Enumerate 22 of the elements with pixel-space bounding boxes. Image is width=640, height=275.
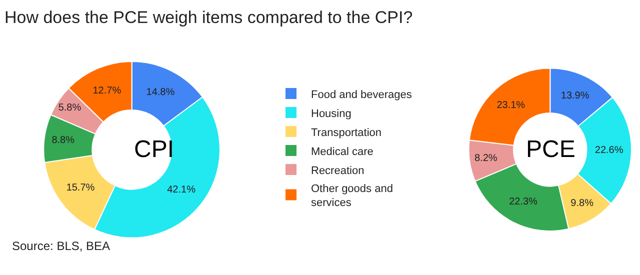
data-label: 8.8% [52,135,75,146]
legend-label: Other goods and services [311,182,393,210]
data-label: 9.8% [570,198,594,209]
data-label: 42.1% [167,184,196,196]
data-label: 8.2% [474,153,498,164]
data-label: 13.9% [560,90,590,102]
data-label: 5.8% [58,102,82,114]
legend-label: Transportation [311,126,382,139]
legend-label: Housing [311,108,352,120]
legend-label: Food and beverages [311,88,412,101]
legend-label: Recreation [311,164,364,177]
data-label: 22.3% [509,196,538,208]
source-note: Source: BLS, BEA [12,239,110,253]
data-label: 14.8% [146,87,175,98]
chart-title: How does the PCE weigh items compared to the CPI? [4,8,413,27]
data-label: 23.1% [496,100,526,112]
text: CPI [134,136,174,163]
legend-label: Medical care [311,146,374,158]
data-label: 12.7% [92,85,122,96]
data-label: 15.7% [66,182,95,194]
data-label: 22.6% [594,144,624,156]
text: PCE [526,136,576,163]
